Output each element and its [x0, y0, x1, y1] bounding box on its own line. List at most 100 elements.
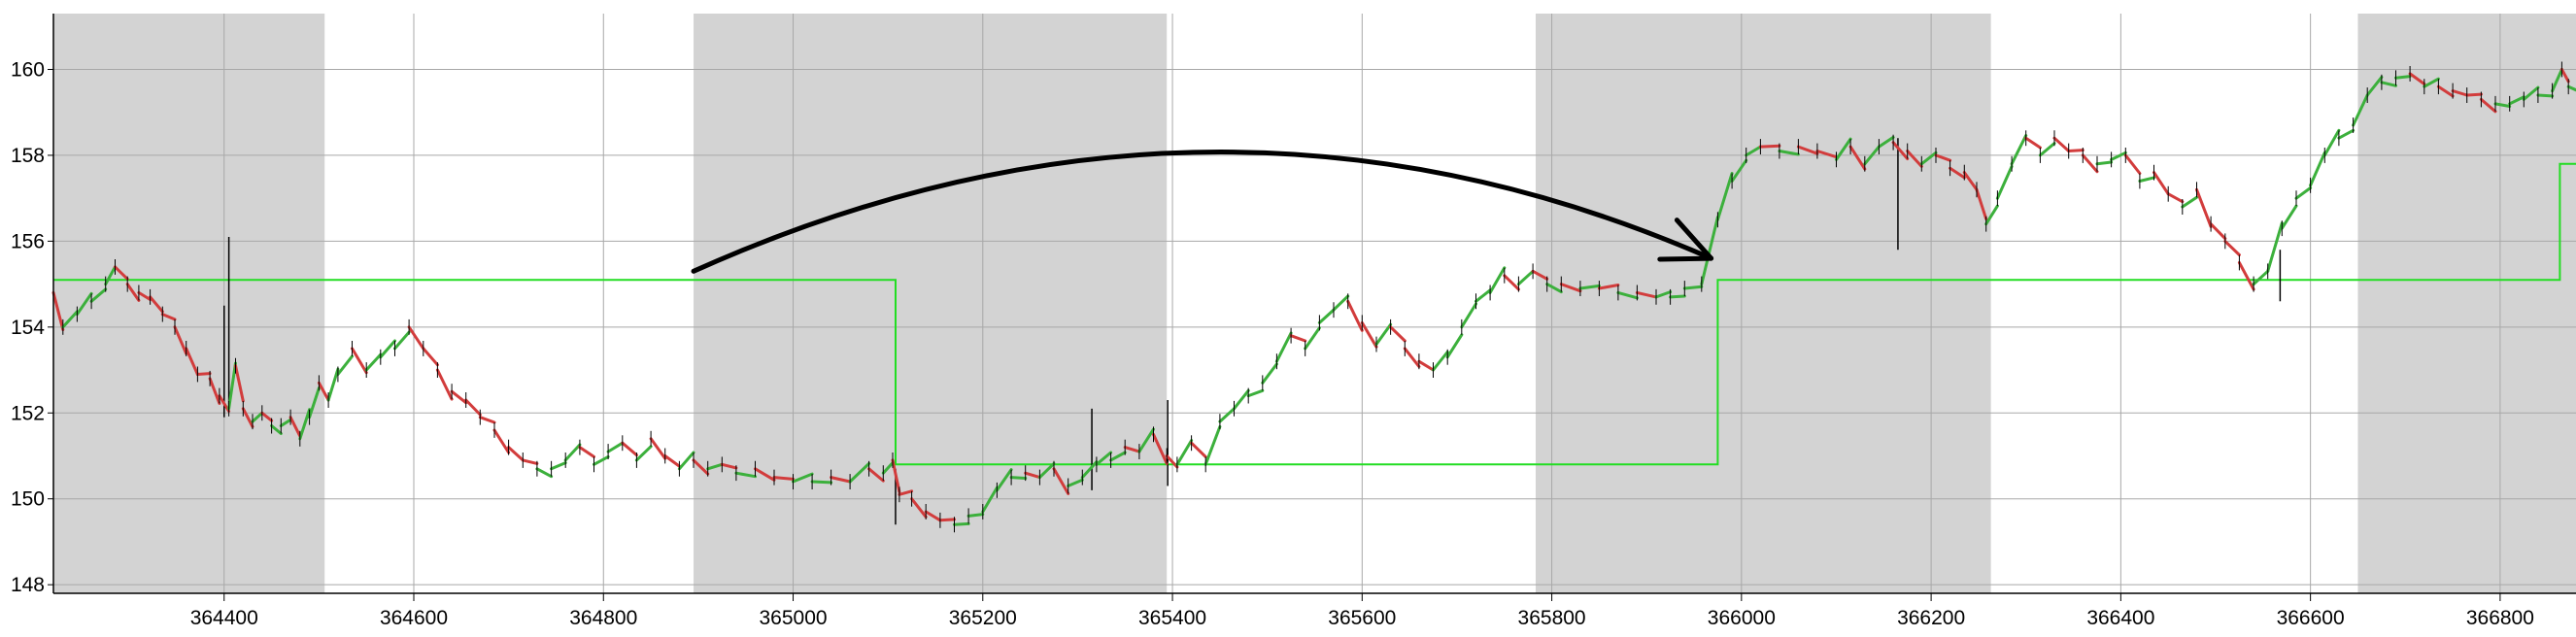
price-segment-72 — [981, 486, 999, 514]
price-segment-157 — [2223, 239, 2241, 256]
price-segment-91 — [1246, 388, 1265, 398]
price-segment-54 — [706, 462, 724, 471]
price-segment-79 — [1080, 460, 1099, 480]
price-segment-64 — [881, 461, 895, 475]
price-segment-73 — [995, 468, 1013, 492]
price-segment-81 — [1109, 451, 1127, 462]
price-segment-60 — [810, 480, 833, 485]
price-segment-12 — [185, 347, 199, 376]
price-segment-99 — [1360, 320, 1378, 349]
price-segment-61 — [830, 476, 852, 484]
price-segment-123 — [1730, 158, 1748, 183]
price-segment-104 — [1432, 351, 1449, 372]
price-segment-15 — [218, 394, 231, 413]
y-tick-label-152: 152 — [11, 402, 45, 424]
price-segment-171 — [2423, 77, 2440, 88]
price-segment-109 — [1503, 274, 1520, 291]
price-segment-18 — [241, 407, 254, 428]
price-segment-151 — [2138, 176, 2155, 183]
price-segment-95 — [1304, 326, 1321, 351]
price-segment-174 — [2465, 92, 2483, 97]
step-line — [53, 162, 2576, 466]
price-segment-56 — [734, 471, 757, 479]
price-segment-117 — [1635, 290, 1658, 299]
price-segment-25 — [308, 386, 321, 419]
price-segment-130 — [1848, 145, 1867, 171]
price-segment-119 — [1669, 294, 1686, 299]
price-segment-142 — [2010, 134, 2028, 166]
price-segment-106 — [1460, 302, 1477, 329]
shaded-region-1 — [53, 14, 325, 593]
price-segment-134 — [1906, 150, 1923, 168]
price-segment-65 — [891, 458, 901, 494]
y-axis-tick-labels: 148 150 152 154 156 158 160 — [11, 58, 45, 596]
x-tick-label-366600: 366600 — [2277, 607, 2345, 629]
price-segment-59 — [792, 472, 814, 484]
price-segment-75 — [1024, 471, 1041, 480]
price-segment-19 — [251, 411, 264, 423]
price-segment-178 — [2522, 85, 2540, 101]
x-tick-label-364800: 364800 — [569, 607, 637, 629]
price-segment-76 — [1037, 461, 1056, 480]
price-segment-87 — [1190, 441, 1207, 458]
price-segment-122 — [1715, 172, 1734, 221]
price-segment-136 — [1934, 153, 1952, 162]
price-segment-96 — [1317, 308, 1336, 324]
price-segment-48 — [621, 441, 638, 457]
price-segment-57 — [754, 467, 776, 482]
x-tick-label-366400: 366400 — [2086, 607, 2154, 629]
price-segment-20 — [260, 411, 274, 422]
y-tick-label-150: 150 — [11, 488, 45, 511]
price-segment-124 — [1745, 145, 1762, 157]
price-segment-2 — [61, 310, 79, 329]
price-segment-33 — [407, 325, 425, 351]
price-segment-144 — [2038, 142, 2056, 157]
price-segment-167 — [2365, 75, 2384, 97]
price-segment-1 — [51, 290, 65, 331]
x-tick-label-366200: 366200 — [1897, 607, 1965, 629]
price-segment-172 — [2436, 84, 2455, 98]
price-segment-105 — [1445, 333, 1464, 359]
axes — [48, 14, 2576, 601]
price-segment-111 — [1531, 269, 1549, 281]
price-segment-170 — [2408, 72, 2426, 85]
price-segment-17 — [234, 364, 245, 403]
price-segment-161 — [2280, 204, 2298, 230]
x-tick-label-364600: 364600 — [380, 607, 448, 629]
x-tick-label-366000: 366000 — [1708, 607, 1776, 629]
price-segment-38 — [478, 416, 496, 424]
price-segment-131 — [1863, 145, 1881, 166]
price-segment-35 — [435, 368, 454, 401]
x-tick-label-365400: 365400 — [1138, 607, 1206, 629]
price-segment-42 — [535, 467, 554, 479]
price-segment-24 — [298, 408, 312, 441]
price-segment-6 — [114, 265, 129, 281]
price-segment-62 — [848, 461, 871, 484]
price-segment-89 — [1218, 407, 1236, 423]
price-segment-51 — [663, 454, 681, 468]
price-segment-10 — [160, 313, 177, 321]
price-segment-100 — [1374, 322, 1393, 346]
price-segment-150 — [2123, 153, 2142, 175]
price-segment-83 — [1137, 427, 1155, 453]
price-segment-155 — [2195, 187, 2213, 228]
price-segment-153 — [2166, 192, 2185, 204]
price-segment-84 — [1152, 432, 1169, 465]
annotation-arrow-1 — [691, 150, 1714, 274]
price-segment-47 — [606, 441, 625, 453]
price-segment-180 — [2551, 68, 2563, 93]
price-segment-129 — [1835, 137, 1852, 161]
price-segment-98 — [1346, 299, 1364, 332]
y-tick-label-148: 148 — [11, 574, 45, 596]
price-segment-166 — [2352, 93, 2369, 127]
price-segment-110 — [1516, 269, 1535, 286]
price-segment-102 — [1403, 347, 1421, 368]
price-segment-53 — [692, 458, 710, 476]
price-segment-169 — [2394, 75, 2412, 80]
price-segment-108 — [1488, 266, 1507, 294]
price-segment-67 — [910, 497, 928, 519]
price-segment-114 — [1578, 284, 1601, 290]
y-tick-label-156: 156 — [11, 230, 45, 252]
price-segment-32 — [393, 330, 411, 351]
price-segment-177 — [2508, 95, 2525, 106]
